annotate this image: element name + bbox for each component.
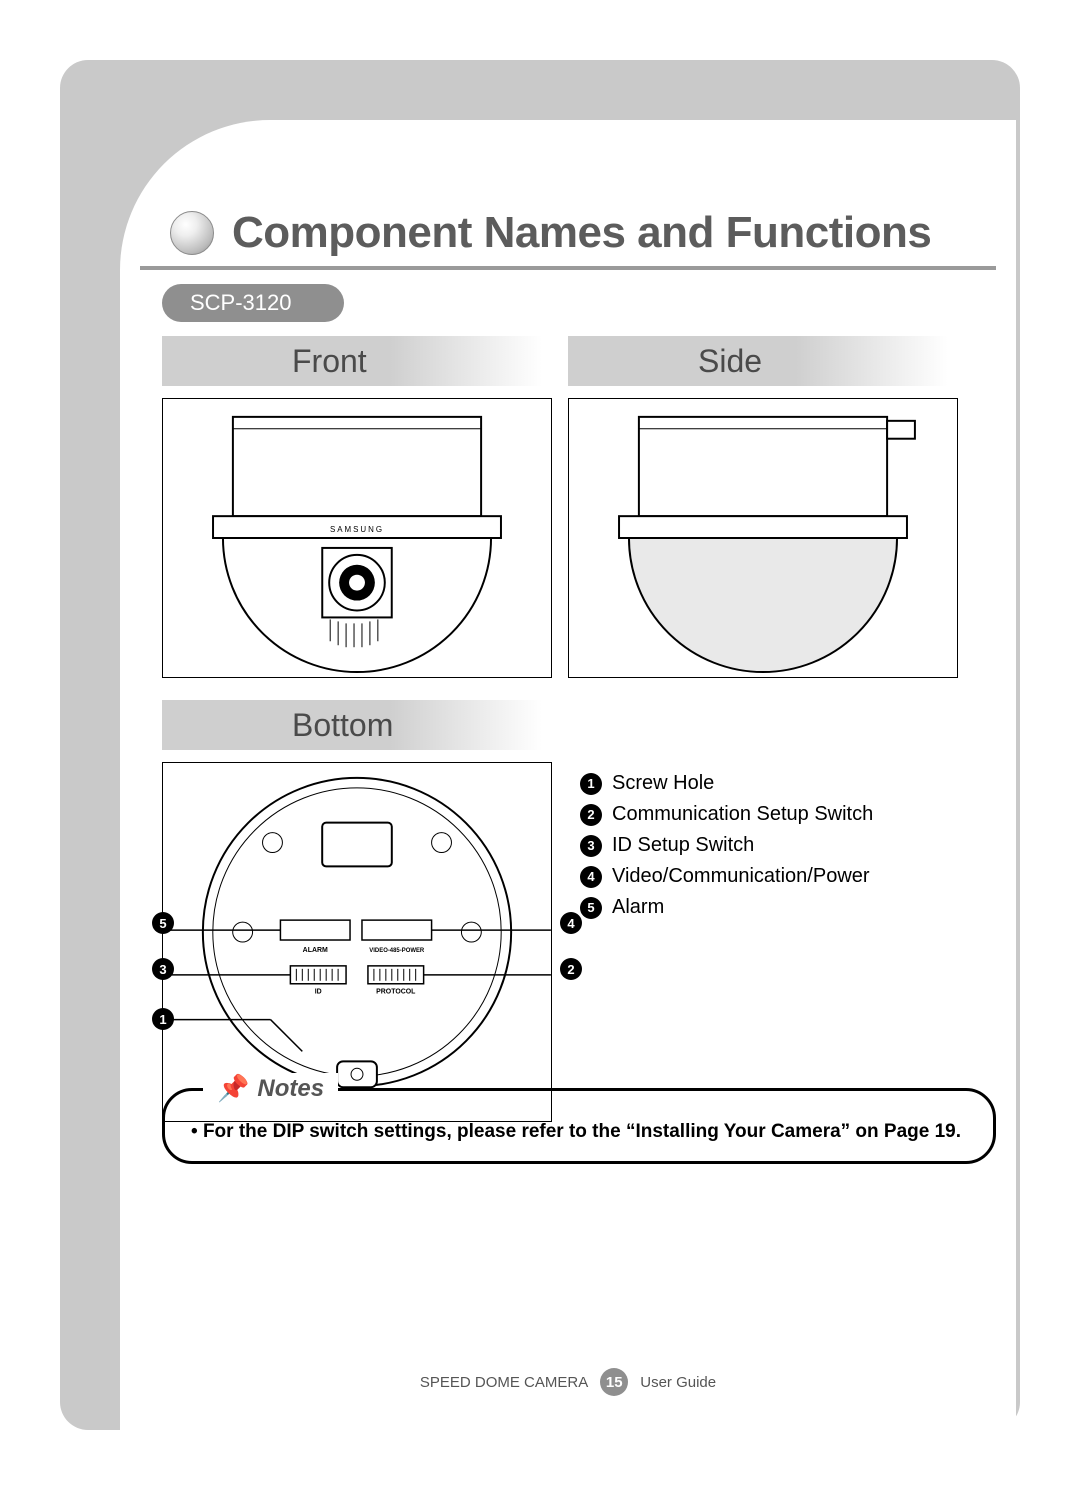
pointer-2: 2	[560, 958, 582, 980]
notes-label: Notes	[257, 1075, 324, 1103]
callout-label: ID Setup Switch	[612, 834, 754, 857]
callout-num: 4	[580, 866, 602, 888]
brand-text: SAMSUNG	[330, 525, 384, 534]
svg-text:VIDEO-485-POWER: VIDEO-485-POWER	[369, 948, 425, 954]
page-number: 15	[600, 1368, 628, 1396]
callout-num: 1	[580, 773, 602, 795]
diagram-side	[568, 398, 958, 678]
callout-num: 5	[580, 897, 602, 919]
view-label-front: Front	[162, 336, 542, 386]
callout-label: Alarm	[612, 896, 664, 919]
view-label-side: Side	[568, 336, 948, 386]
notes-text: For the DIP switch settings, please refe…	[191, 1121, 967, 1143]
callout-label: Video/Communication/Power	[612, 865, 870, 888]
footer-right: User Guide	[640, 1374, 716, 1391]
svg-text:PROTOCOL: PROTOCOL	[376, 989, 416, 996]
model-badge: SCP-3120	[162, 284, 344, 322]
pointer-5: 5	[152, 912, 174, 934]
svg-text:ALARM: ALARM	[303, 947, 328, 954]
title-underline	[140, 266, 996, 270]
page-surface: Component Names and Functions SCP-3120 F…	[120, 120, 1016, 1430]
callout-label: Communication Setup Switch	[612, 803, 873, 826]
callout-item: 4 Video/Communication/Power	[580, 865, 873, 888]
callout-label: Screw Hole	[612, 772, 714, 795]
page-footer: SPEED DOME CAMERA 15 User Guide	[120, 1368, 1016, 1396]
notes-tab: 📌 Notes	[203, 1073, 338, 1104]
callout-item: 3 ID Setup Switch	[580, 834, 873, 857]
callout-num: 3	[580, 835, 602, 857]
callout-item: 5 Alarm	[580, 896, 873, 919]
page-title: Component Names and Functions	[232, 208, 931, 258]
page-frame: Component Names and Functions SCP-3120 F…	[60, 60, 1020, 1430]
footer-left: SPEED DOME CAMERA	[420, 1374, 588, 1391]
pointer-3: 3	[152, 958, 174, 980]
svg-text:ID: ID	[315, 989, 322, 996]
diagram-front: SAMSUNG	[162, 398, 552, 678]
diagram-bottom: ALARM VIDEO-485-POWER ID PROTOCOL	[162, 762, 552, 1122]
notes-section: 📌 Notes For the DIP switch settings, ple…	[162, 1088, 996, 1164]
pushpin-icon: 📌	[217, 1073, 249, 1104]
notes-box: 📌 Notes For the DIP switch settings, ple…	[162, 1088, 996, 1164]
view-label-bottom: Bottom	[162, 700, 542, 750]
pointer-4: 4	[560, 912, 582, 934]
callout-num: 2	[580, 804, 602, 826]
callout-list: 1 Screw Hole 2 Communication Setup Switc…	[580, 772, 873, 927]
title-bullet-icon	[170, 211, 214, 255]
callout-item: 2 Communication Setup Switch	[580, 803, 873, 826]
callout-item: 1 Screw Hole	[580, 772, 873, 795]
pointer-1: 1	[152, 1008, 174, 1030]
page-title-row: Component Names and Functions	[170, 208, 996, 258]
